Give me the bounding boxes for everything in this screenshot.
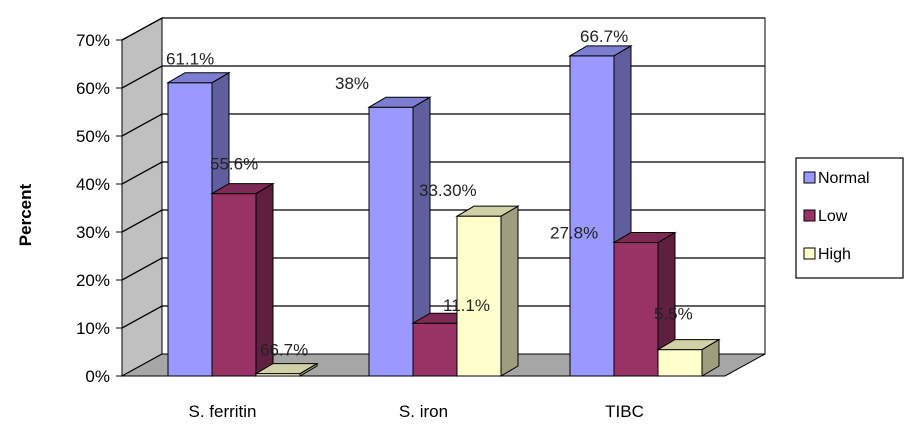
x-tick-label: S. iron (399, 402, 448, 421)
gridline (121, 17, 765, 41)
data-label: 27.8% (550, 224, 598, 243)
data-label: 33.30% (419, 181, 477, 200)
bar-high (455, 205, 520, 377)
bar-top (166, 72, 231, 84)
side-wall (121, 17, 163, 377)
data-label: 66.7% (260, 341, 308, 360)
data-label: 66.7% (580, 27, 628, 46)
legend-label: High (818, 246, 851, 263)
y-tick-label: 40% (76, 175, 110, 194)
gridline (121, 113, 765, 137)
bar-side (500, 205, 519, 377)
data-labels: 61.1% 55.6% 66.7% 38% 33.30% 66.7% 27.8% 5.5% 11… (166, 27, 693, 360)
y-tick-label: 50% (76, 127, 110, 146)
data-label: 38% (335, 74, 369, 93)
bar-top (210, 183, 275, 195)
y-tick-label: 20% (76, 271, 110, 290)
bar-front (657, 349, 703, 377)
y-tick-label: 10% (76, 319, 110, 338)
y-axis-title: Percent (16, 183, 35, 246)
data-label: 55.6% (210, 155, 258, 174)
bar-top (367, 96, 432, 108)
bar-high (254, 362, 319, 377)
y-tick-label: 0% (85, 367, 110, 386)
bar-front (167, 82, 213, 377)
legend-label: Low (818, 208, 848, 225)
bar-top (656, 339, 721, 351)
bar-top (612, 232, 677, 244)
axes: 0% 10% 20% 30% 40% 50% 60% 70% S. ferritin S. iro… (76, 31, 725, 421)
bar-front (211, 193, 257, 377)
bar-top (254, 363, 319, 375)
bar-top (568, 45, 633, 57)
gridline (121, 257, 765, 281)
legend-swatch (803, 171, 816, 184)
legend: Normal Low High (795, 157, 904, 279)
y-tick-label: 60% (76, 79, 110, 98)
bar-low (210, 182, 275, 377)
bar-top (455, 205, 520, 217)
gridline (121, 65, 765, 89)
legend-swatch (803, 209, 816, 222)
bar-high (656, 338, 721, 377)
bar-front (368, 106, 414, 377)
x-tick-label: TIBC (605, 402, 644, 421)
bar-front (569, 55, 615, 377)
y-tick-label: 70% (76, 31, 110, 50)
legend-swatch (803, 247, 816, 260)
legend-label: Normal (818, 170, 870, 187)
bars (166, 44, 721, 377)
gridline (121, 161, 765, 185)
gridline (121, 305, 765, 329)
data-label: 11.1% (443, 296, 490, 315)
gridlines (121, 17, 765, 329)
data-label: 61.1% (166, 50, 214, 69)
y-tick-label: 30% (76, 223, 110, 242)
x-tick-label: S. ferritin (188, 402, 256, 421)
bar-normal (367, 96, 432, 377)
data-label: 5.5% (654, 305, 693, 324)
bar-normal (568, 44, 633, 377)
bar-front (412, 322, 458, 377)
bar-front (613, 242, 659, 377)
gridline (121, 209, 765, 233)
